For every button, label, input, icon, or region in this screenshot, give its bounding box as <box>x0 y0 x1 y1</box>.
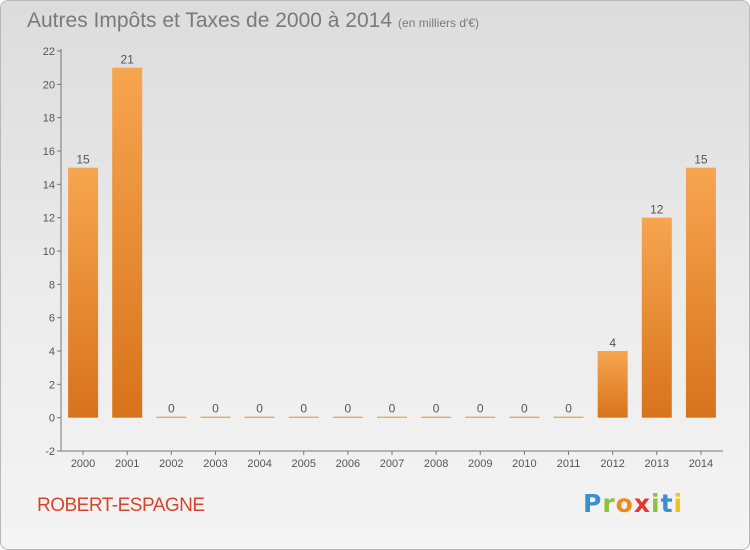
y-tick-label: 2 <box>49 379 55 391</box>
bar-2006 <box>332 416 363 418</box>
bar-2014 <box>685 167 716 418</box>
data-label-2004: 0 <box>256 402 263 416</box>
data-label-2011: 0 <box>565 402 572 416</box>
data-label-2001: 21 <box>121 53 135 67</box>
x-tick-label-2013: 2013 <box>645 458 669 470</box>
title-text: Autres Impôts et Taxes de 2000 à 2014 <box>27 9 393 32</box>
x-tick-label-2006: 2006 <box>336 458 360 470</box>
x-tick-label-2005: 2005 <box>291 458 315 470</box>
y-tick-label: 16 <box>43 146 55 158</box>
y-tick-label: 10 <box>43 246 55 258</box>
data-label-2013: 12 <box>650 203 664 217</box>
logo-letter: i <box>673 489 684 518</box>
proxiti-logo: Proxiti <box>583 489 683 518</box>
x-tick-label-2012: 2012 <box>600 458 624 470</box>
logo-letter: t <box>660 489 674 518</box>
x-tick-label-2011: 2011 <box>557 458 581 470</box>
bar-2008 <box>421 416 452 418</box>
data-label-2009: 0 <box>477 402 484 416</box>
bars <box>68 67 716 418</box>
x-tick-label-2003: 2003 <box>203 458 227 470</box>
bar-2000 <box>68 167 99 418</box>
data-label-2010: 0 <box>521 402 528 416</box>
data-label-2014: 15 <box>694 153 708 167</box>
bar-2005 <box>288 416 319 418</box>
x-tick-label-2001: 2001 <box>115 458 139 470</box>
bar-2009 <box>465 416 496 418</box>
y-tick-label: -2 <box>45 446 55 458</box>
data-label-2000: 15 <box>76 153 90 167</box>
x-tick-label-2000: 2000 <box>71 458 95 470</box>
x-tick-label-2002: 2002 <box>159 458 183 470</box>
x-tick-label-2007: 2007 <box>380 458 404 470</box>
y-tick-label: 14 <box>43 179 55 191</box>
data-label-2003: 0 <box>212 402 219 416</box>
bar-2010 <box>509 416 540 418</box>
data-label-2006: 0 <box>345 402 352 416</box>
logo-letter: r <box>602 489 616 518</box>
bar-2003 <box>200 416 231 418</box>
title-unit: (en milliers d'€) <box>398 16 480 30</box>
commune-name: ROBERT-ESPAGNE <box>37 495 205 516</box>
data-label-2005: 0 <box>300 402 307 416</box>
y-tick-label: 0 <box>49 413 55 425</box>
bar-2013 <box>641 217 672 418</box>
logo-letter: i <box>651 489 661 518</box>
x-tick-label-2014: 2014 <box>689 458 713 470</box>
bar-2007 <box>377 416 407 418</box>
data-labels: 15 21 0 0 0 0 0 0 0 0 0 0 4 12 15 <box>76 53 708 416</box>
bar-2011 <box>553 416 584 418</box>
y-tick-label: 22 <box>43 46 55 58</box>
bar-2001 <box>112 67 143 418</box>
data-label-2007: 0 <box>389 402 396 416</box>
logo-letter: x <box>633 489 651 518</box>
y-tick-label: 12 <box>43 213 55 225</box>
logo-letter: o <box>615 489 634 518</box>
y-tick-label: 18 <box>43 113 55 125</box>
data-label-2002: 0 <box>168 402 175 416</box>
logo-letter: P <box>583 489 603 518</box>
chart-title: Autres Impôts et Taxes de 2000 à 2014 (en… <box>27 9 479 33</box>
y-tick-label: 8 <box>49 279 55 291</box>
axes: -2 0 2 4 6 8 10 12 14 16 18 20 22 2000 2001 2002 2003 200… <box>43 46 723 470</box>
data-label-2008: 0 <box>433 402 440 416</box>
y-tick-label: 20 <box>43 79 55 91</box>
data-label-2012: 4 <box>609 336 616 350</box>
bar-2002 <box>156 416 187 418</box>
bar-2012 <box>597 351 628 418</box>
x-tick-label-2008: 2008 <box>424 458 448 470</box>
y-tick-label: 6 <box>49 313 55 325</box>
x-tick-label-2010: 2010 <box>512 458 536 470</box>
y-tick-label: 4 <box>49 346 55 358</box>
x-tick-label-2009: 2009 <box>468 458 492 470</box>
bar-2004 <box>244 416 275 418</box>
x-tick-label-2004: 2004 <box>247 458 271 470</box>
